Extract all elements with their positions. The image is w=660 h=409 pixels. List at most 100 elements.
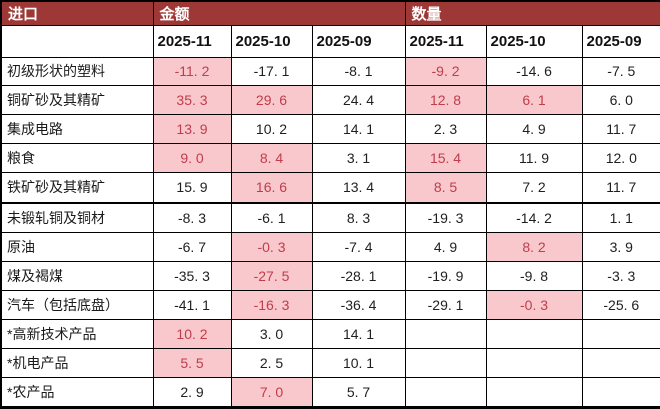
table-row: 铜矿砂及其精矿 35. 3 29. 6 24. 4 12. 8 6. 1 6. 0 bbox=[0, 85, 660, 116]
value-cell: 12. 0 bbox=[581, 143, 660, 174]
value-cell bbox=[485, 318, 583, 349]
value-cell: 8. 4 bbox=[230, 143, 313, 174]
table-row: *农产品 2. 9 7. 0 5. 7 bbox=[0, 376, 660, 409]
value-cell: -0. 3 bbox=[230, 231, 313, 262]
value-cell: -7. 5 bbox=[581, 56, 660, 87]
table-row: 粮食 9. 0 8. 4 3. 1 15. 4 11. 9 12. 0 bbox=[0, 143, 660, 174]
row-label: 铁矿砂及其精矿 bbox=[0, 172, 154, 204]
value-cell: -28. 1 bbox=[311, 260, 406, 291]
value-cell: 11. 7 bbox=[581, 114, 660, 145]
value-cell: 6. 1 bbox=[485, 85, 583, 116]
value-cell: -0. 3 bbox=[485, 289, 583, 320]
value-cell: 11. 9 bbox=[485, 143, 583, 174]
value-cell: 5. 5 bbox=[152, 347, 232, 378]
value-cell: 5. 7 bbox=[311, 376, 406, 409]
value-cell: 1. 1 bbox=[581, 201, 660, 233]
value-cell: 11. 7 bbox=[581, 172, 660, 204]
period-header: 2025-09 bbox=[581, 24, 660, 58]
table-row: 未锻轧铜及铜材 -8. 3 -6. 1 8. 3 -19. 3 -14. 2 1. 1 bbox=[0, 201, 660, 233]
row-label: *高新技术产品 bbox=[0, 318, 154, 349]
value-cell: -29. 1 bbox=[404, 289, 487, 320]
blank-corner-cell bbox=[0, 24, 154, 58]
period-header-row: 2025-11 2025-10 2025-09 2025-11 2025-10 … bbox=[0, 24, 660, 58]
period-header: 2025-10 bbox=[485, 24, 583, 58]
value-cell bbox=[485, 376, 583, 409]
value-cell: -8. 3 bbox=[152, 201, 232, 233]
value-cell: 15. 4 bbox=[404, 143, 487, 174]
value-cell: 9. 0 bbox=[152, 143, 232, 174]
row-label: 铜矿砂及其精矿 bbox=[0, 85, 154, 116]
value-cell: 2. 5 bbox=[230, 347, 313, 378]
value-cell bbox=[581, 347, 660, 378]
table-row: 汽车（包括底盘） -41. 1 -16. 3 -36. 4 -29. 1 -0. 3 -25… bbox=[0, 289, 660, 320]
value-cell: 13. 4 bbox=[311, 172, 406, 204]
value-cell bbox=[404, 318, 487, 349]
row-label: 未锻轧铜及铜材 bbox=[0, 201, 154, 233]
value-cell: 14. 1 bbox=[311, 114, 406, 145]
value-cell: -41. 1 bbox=[152, 289, 232, 320]
value-cell: 10. 2 bbox=[230, 114, 313, 145]
group-header-row: 进口 金额 数量 bbox=[0, 0, 660, 26]
value-cell: -6. 1 bbox=[230, 201, 313, 233]
table-row: *高新技术产品 10. 2 3. 0 14. 1 bbox=[0, 318, 660, 349]
row-label: *农产品 bbox=[0, 376, 154, 409]
group-header-quantity: 数量 bbox=[404, 0, 660, 26]
value-cell: -8. 1 bbox=[311, 56, 406, 87]
table-row: 铁矿砂及其精矿 15. 9 16. 6 13. 4 8. 5 7. 2 11. 7 bbox=[0, 172, 660, 204]
period-header: 2025-11 bbox=[404, 24, 487, 58]
value-cell: -9. 8 bbox=[485, 260, 583, 291]
row-label: 汽车（包括底盘） bbox=[0, 289, 154, 320]
value-cell: -6. 7 bbox=[152, 231, 232, 262]
value-cell: 7. 2 bbox=[485, 172, 583, 204]
value-cell: -14. 2 bbox=[485, 201, 583, 233]
value-cell bbox=[404, 376, 487, 409]
row-label: 煤及褐煤 bbox=[0, 260, 154, 291]
value-cell: 15. 9 bbox=[152, 172, 232, 204]
value-cell: 3. 0 bbox=[230, 318, 313, 349]
value-cell: -35. 3 bbox=[152, 260, 232, 291]
value-cell: -7. 4 bbox=[311, 231, 406, 262]
period-header: 2025-09 bbox=[311, 24, 406, 58]
value-cell: -3. 3 bbox=[581, 260, 660, 291]
value-cell: -11. 2 bbox=[152, 56, 232, 87]
value-cell: -9. 2 bbox=[404, 56, 487, 87]
group-header-amount: 金额 bbox=[152, 0, 406, 26]
row-label: 集成电路 bbox=[0, 114, 154, 145]
table-title: 进口 bbox=[0, 0, 154, 26]
value-cell: 8. 2 bbox=[485, 231, 583, 262]
value-cell bbox=[404, 347, 487, 378]
value-cell: 4. 9 bbox=[404, 231, 487, 262]
value-cell bbox=[485, 347, 583, 378]
table-row: 原油 -6. 7 -0. 3 -7. 4 4. 9 8. 2 3. 9 bbox=[0, 231, 660, 262]
row-label: 初级形状的塑料 bbox=[0, 56, 154, 87]
value-cell bbox=[581, 376, 660, 409]
period-header: 2025-10 bbox=[230, 24, 313, 58]
value-cell: -19. 3 bbox=[404, 201, 487, 233]
value-cell: 3. 1 bbox=[311, 143, 406, 174]
period-header: 2025-11 bbox=[152, 24, 232, 58]
row-label: 粮食 bbox=[0, 143, 154, 174]
table-row: *机电产品 5. 5 2. 5 10. 1 bbox=[0, 347, 660, 378]
table-body: 初级形状的塑料 -11. 2 -17. 1 -8. 1 -9. 2 -14. 6 -7. 5… bbox=[0, 56, 660, 409]
value-cell: -25. 6 bbox=[581, 289, 660, 320]
value-cell: 8. 3 bbox=[311, 201, 406, 233]
value-cell: 7. 0 bbox=[230, 376, 313, 409]
value-cell: -16. 3 bbox=[230, 289, 313, 320]
row-label: 原油 bbox=[0, 231, 154, 262]
value-cell: -14. 6 bbox=[485, 56, 583, 87]
value-cell: 6. 0 bbox=[581, 85, 660, 116]
value-cell: 14. 1 bbox=[311, 318, 406, 349]
table-row: 集成电路 13. 9 10. 2 14. 1 2. 3 4. 9 11. 7 bbox=[0, 114, 660, 145]
value-cell: -19. 9 bbox=[404, 260, 487, 291]
value-cell: 29. 6 bbox=[230, 85, 313, 116]
table-row: 初级形状的塑料 -11. 2 -17. 1 -8. 1 -9. 2 -14. 6 -7. 5 bbox=[0, 56, 660, 87]
value-cell: 10. 1 bbox=[311, 347, 406, 378]
value-cell: -17. 1 bbox=[230, 56, 313, 87]
value-cell: 12. 8 bbox=[404, 85, 487, 116]
value-cell bbox=[581, 318, 660, 349]
value-cell: 35. 3 bbox=[152, 85, 232, 116]
value-cell: 8. 5 bbox=[404, 172, 487, 204]
row-label: *机电产品 bbox=[0, 347, 154, 378]
